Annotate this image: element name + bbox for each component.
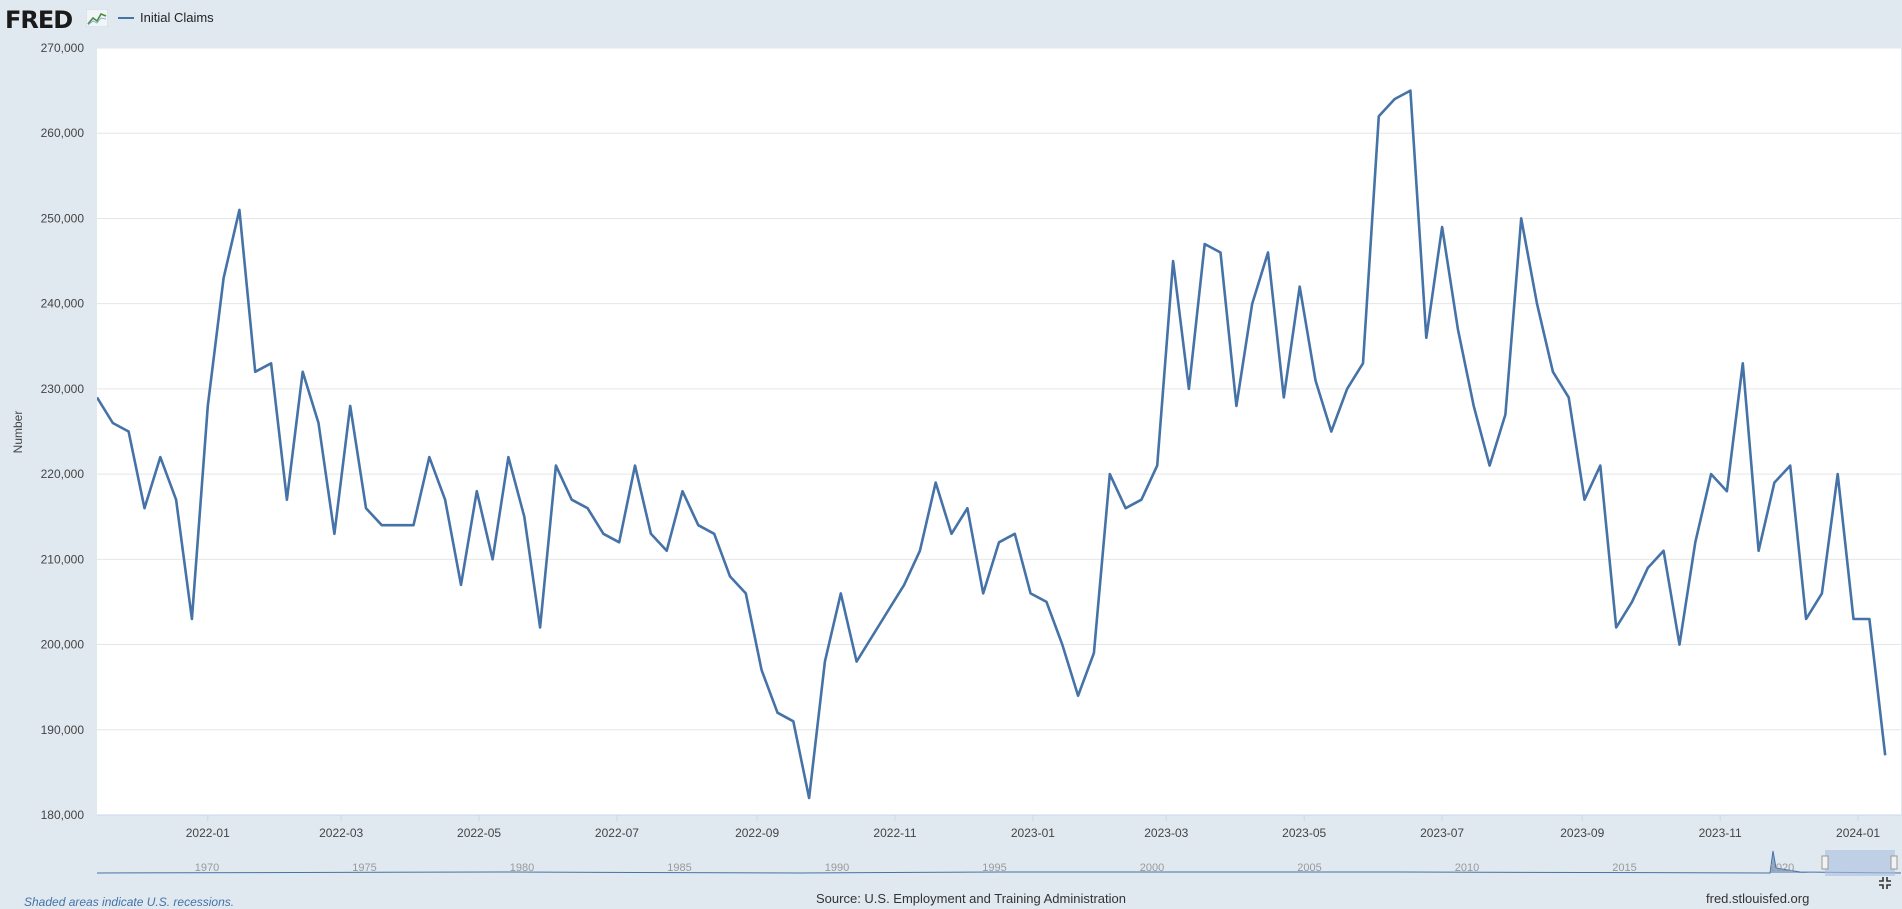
chart-legend[interactable]: Initial Claims — [118, 10, 214, 25]
navigator-year-label: 2005 — [1297, 862, 1321, 874]
navigator-year-label: 2015 — [1612, 862, 1636, 874]
chart-header: FRED Initial Claims — [0, 0, 1902, 38]
y-tick-label: 210,000 — [41, 552, 85, 566]
series-group — [97, 89, 1887, 800]
y-tick-label: 240,000 — [41, 297, 85, 311]
x-axis-ticks: 2022-01 2022-03 2022-05 2022-07 2022-09 2022-… — [186, 815, 1880, 840]
x-tick-label: 2022-11 — [873, 826, 916, 840]
legend-swatch — [118, 16, 134, 19]
x-tick-label: 2023-07 — [1420, 826, 1464, 840]
source-text: Source: U.S. Employment and Training Adm… — [816, 891, 1126, 906]
y-tick-label: 220,000 — [41, 467, 85, 481]
navigator-year-label: 2010 — [1455, 862, 1479, 874]
x-tick-label: 2022-07 — [595, 826, 639, 840]
fred-logo[interactable]: FRED — [5, 6, 73, 34]
navigator-year-labels: 1970 1975 1980 1985 1990 1995 2000 2005 2010 2015… — [195, 862, 1794, 874]
series-line[interactable] — [97, 89, 1887, 800]
y-tick-label: 230,000 — [41, 382, 85, 396]
navigator[interactable]: 1970 1975 1980 1985 1990 1995 2000 2005 2010 2015… — [96, 850, 1902, 876]
navigator-year-label: 2000 — [1140, 862, 1164, 874]
y-axis-ticks: 180,000 190,000 200,000 210,000 220,000 230,0… — [41, 41, 85, 822]
y-tick-label: 260,000 — [41, 126, 85, 140]
recession-note: Shaded areas indicate U.S. recessions. — [24, 895, 235, 909]
y-tick-label: 200,000 — [41, 638, 85, 652]
y-tick-label: 180,000 — [41, 808, 85, 822]
y-axis-title: Number — [11, 411, 25, 454]
navigator-left-handle[interactable] — [1821, 855, 1829, 870]
plot-background — [97, 48, 1901, 815]
navigator-year-label: 1985 — [667, 862, 691, 874]
site-link[interactable]: fred.stlouisfed.org — [1706, 891, 1810, 906]
y-tick-label: 190,000 — [41, 723, 85, 737]
x-tick-label: 2022-05 — [457, 826, 501, 840]
navigator-year-label: 2020 — [1770, 862, 1794, 874]
navigator-year-label: 1975 — [352, 862, 376, 874]
x-tick-label: 2022-09 — [735, 826, 779, 840]
line-chart-icon — [86, 9, 108, 27]
navigator-right-handle[interactable] — [1890, 855, 1898, 870]
navigator-year-label: 1995 — [982, 862, 1006, 874]
x-tick-label: 2023-11 — [1699, 826, 1742, 840]
x-tick-label: 2022-01 — [186, 826, 230, 840]
x-tick-label: 2022-03 — [319, 826, 363, 840]
x-tick-label: 2023-01 — [1011, 826, 1055, 840]
navigator-area — [1770, 851, 1810, 873]
navigator-year-label: 1990 — [825, 862, 849, 874]
x-tick-label: 2024-01 — [1836, 826, 1880, 840]
x-tick-label: 2023-03 — [1144, 826, 1188, 840]
navigator-year-label: 1980 — [510, 862, 534, 874]
y-tick-label: 250,000 — [41, 211, 85, 225]
navigator-selected-range[interactable] — [1825, 850, 1895, 876]
legend-label: Initial Claims — [140, 10, 214, 25]
x-tick-label: 2023-09 — [1560, 826, 1604, 840]
fullscreen-icon[interactable] — [1878, 876, 1892, 890]
x-tick-label: 2023-05 — [1282, 826, 1326, 840]
navigator-year-label: 1970 — [195, 862, 219, 874]
y-tick-label: 270,000 — [41, 41, 85, 55]
